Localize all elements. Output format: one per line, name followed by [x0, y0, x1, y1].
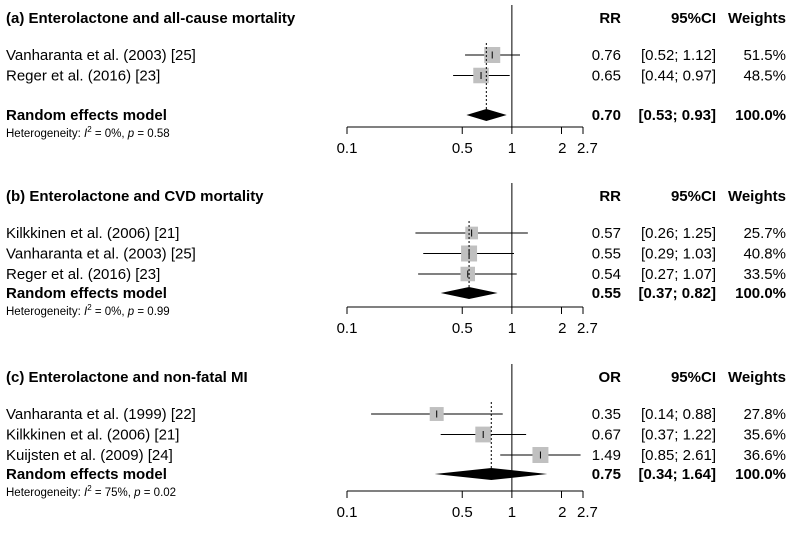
x-tick-label: 1 [508, 320, 516, 337]
x-tick-label: 0.5 [452, 320, 473, 337]
study-label: Kilkkinen et al. (2006) [21] [6, 225, 179, 242]
pooled-ci-text: [0.53; 0.93] [638, 107, 716, 124]
study-estimate: 0.65 [592, 68, 621, 85]
heterogeneity-text: Heterogeneity: I2 = 0%, p = 0.99 [6, 303, 170, 318]
study-ci-text: [0.29; 1.03] [641, 246, 716, 263]
study-weight-text: 35.6% [743, 427, 786, 444]
x-tick-label: 0.5 [452, 140, 473, 157]
pooled-estimate: 0.70 [592, 107, 621, 124]
study-estimate: 0.67 [592, 427, 621, 444]
i2-superscript: 2 [87, 303, 92, 312]
study-estimate: 1.49 [592, 447, 621, 464]
x-tick-label: 2.7 [577, 320, 598, 337]
study-label: Vanharanta et al. (1999) [22] [6, 406, 196, 423]
pooled-ci-text: [0.37; 0.82] [638, 285, 716, 302]
study-ci-text: [0.44; 0.97] [641, 68, 716, 85]
p-value: = 0.02 [141, 487, 177, 499]
pooled-diamond [440, 287, 498, 299]
x-tick-label: 0.1 [337, 320, 358, 337]
study-ci-text: [0.52; 1.12] [641, 47, 716, 64]
x-tick-label: 2 [558, 504, 566, 521]
pooled-weight-text: 100.0% [735, 285, 786, 302]
study-label: Reger et al. (2016) [23] [6, 68, 160, 85]
pooled-label: Random effects model [6, 107, 167, 124]
p-symbol: p [127, 306, 135, 318]
pooled-estimate: 0.75 [592, 466, 621, 483]
i2-symbol: I [84, 128, 88, 140]
header-weights: Weights [728, 369, 786, 386]
study-weight-text: 25.7% [743, 225, 786, 242]
p-value: = 0.58 [134, 128, 170, 140]
study-label: Vanharanta et al. (2003) [25] [6, 246, 196, 263]
x-tick-label: 2 [558, 140, 566, 157]
pooled-label: Random effects model [6, 466, 167, 483]
study-ci-text: [0.26; 1.25] [641, 225, 716, 242]
i2-superscript: 2 [87, 484, 92, 493]
study-estimate: 0.54 [592, 266, 621, 283]
panel-title: (b) Enterolactone and CVD mortality [6, 188, 264, 205]
pooled-weight-text: 100.0% [735, 107, 786, 124]
pooled-diamond [434, 468, 548, 480]
forest-panel-c: (c) Enterolactone and non-fatal MI OR 95%C… [6, 364, 786, 521]
heterogeneity-text: Heterogeneity: I2 = 75%, p = 0.02 [6, 484, 176, 499]
study-ci-text: [0.14; 0.88] [641, 406, 716, 423]
study-weight-text: 27.8% [743, 406, 786, 423]
header-weights: Weights [728, 10, 786, 27]
study-ci-text: [0.85; 2.61] [641, 447, 716, 464]
x-tick-label: 0.1 [337, 504, 358, 521]
study-label: Reger et al. (2016) [23] [6, 266, 160, 283]
i2-value: = 0%, [92, 306, 128, 318]
header-ci: 95%CI [671, 188, 716, 205]
forest-panel-a: (a) Enterolactone and all-cause mortalit… [6, 5, 786, 157]
study-weight-text: 40.8% [743, 246, 786, 263]
pooled-label: Random effects model [6, 285, 167, 302]
pooled-estimate: 0.55 [592, 285, 621, 302]
header-ci: 95%CI [671, 10, 716, 27]
study-estimate: 0.76 [592, 47, 621, 64]
x-tick-label: 2 [558, 320, 566, 337]
i2-symbol: I [84, 487, 88, 499]
header-effect: OR [599, 369, 622, 386]
study-label: Kuijsten et al. (2009) [24] [6, 447, 173, 464]
study-label: Vanharanta et al. (2003) [25] [6, 47, 196, 64]
pooled-ci-text: [0.34; 1.64] [638, 466, 716, 483]
study-estimate: 0.57 [592, 225, 621, 242]
study-estimate: 0.35 [592, 406, 621, 423]
p-value: = 0.99 [134, 306, 170, 318]
pooled-diamond [466, 109, 507, 121]
study-estimate: 0.55 [592, 246, 621, 263]
heterogeneity-prefix: Heterogeneity: [6, 487, 84, 499]
header-effect: RR [599, 188, 621, 205]
study-ci-text: [0.27; 1.07] [641, 266, 716, 283]
p-symbol: p [133, 487, 141, 499]
i2-symbol: I [84, 306, 88, 318]
header-effect: RR [599, 10, 621, 27]
study-weight-text: 48.5% [743, 68, 786, 85]
x-tick-label: 1 [508, 504, 516, 521]
study-label: Kilkkinen et al. (2006) [21] [6, 427, 179, 444]
p-symbol: p [127, 128, 135, 140]
study-ci-text: [0.37; 1.22] [641, 427, 716, 444]
i2-value: = 0%, [92, 128, 128, 140]
heterogeneity-prefix: Heterogeneity: [6, 306, 84, 318]
i2-superscript: 2 [87, 125, 92, 134]
pooled-weight-text: 100.0% [735, 466, 786, 483]
x-tick-label: 0.5 [452, 504, 473, 521]
x-tick-label: 2.7 [577, 504, 598, 521]
study-weight-text: 36.6% [743, 447, 786, 464]
panel-title: (a) Enterolactone and all-cause mortalit… [6, 10, 296, 27]
study-weight-text: 33.5% [743, 266, 786, 283]
header-ci: 95%CI [671, 369, 716, 386]
x-tick-label: 1 [508, 140, 516, 157]
x-tick-label: 2.7 [577, 140, 598, 157]
study-weight-text: 51.5% [743, 47, 786, 64]
header-weights: Weights [728, 188, 786, 205]
i2-value: = 75%, [92, 487, 135, 499]
x-tick-label: 0.1 [337, 140, 358, 157]
panel-title: (c) Enterolactone and non-fatal MI [6, 369, 248, 386]
heterogeneity-text: Heterogeneity: I2 = 0%, p = 0.58 [6, 125, 170, 140]
forest-panel-b: (b) Enterolactone and CVD mortality RR 95%… [6, 183, 786, 337]
heterogeneity-prefix: Heterogeneity: [6, 128, 84, 140]
